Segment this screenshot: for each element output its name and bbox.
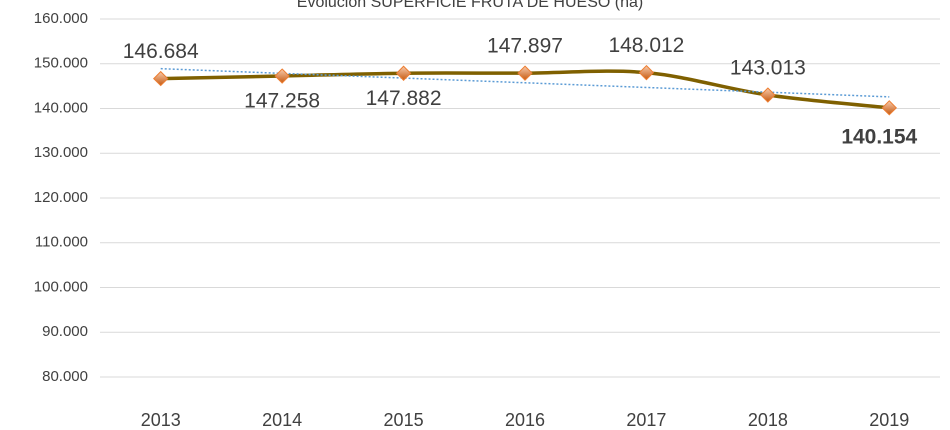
data-label: 140.154	[841, 125, 917, 148]
y-tick-label: 90.000	[42, 323, 88, 340]
x-tick-label: 2018	[748, 410, 788, 430]
data-label: 147.882	[366, 87, 442, 110]
x-tick-label: 2013	[141, 410, 181, 430]
y-tick-label: 130.000	[34, 144, 88, 161]
marker	[638, 64, 655, 81]
y-tick-label: 150.000	[34, 55, 88, 72]
chart-title: Evolución SUPERFICIE FRUTA DE HUESO (ha)	[297, 0, 643, 11]
y-tick-label: 110.000	[35, 234, 88, 251]
marker	[153, 70, 169, 87]
data-label: 146.684	[123, 40, 199, 63]
data-label: 148.012	[608, 34, 684, 57]
x-tick-label: 2014	[262, 410, 302, 430]
marker	[760, 87, 776, 103]
y-tick-label: 120.000	[34, 189, 88, 206]
x-tick-label: 2015	[384, 410, 424, 430]
x-tick-label: 2017	[626, 410, 666, 430]
y-tick-label: 80.000	[42, 368, 88, 385]
data-label: 147.897	[487, 35, 563, 58]
data-label: 147.258	[244, 90, 320, 113]
marker	[517, 65, 533, 81]
x-tick-label: 2016	[505, 410, 545, 430]
marker	[395, 65, 412, 81]
marker	[881, 100, 897, 116]
y-tick-label: 140.000	[34, 99, 88, 116]
y-tick-label: 100.000	[34, 278, 88, 295]
data-label: 143.013	[730, 57, 806, 80]
x-tick-label: 2019	[869, 410, 909, 430]
y-tick-label: 160.000	[34, 10, 88, 27]
marker	[274, 68, 290, 84]
